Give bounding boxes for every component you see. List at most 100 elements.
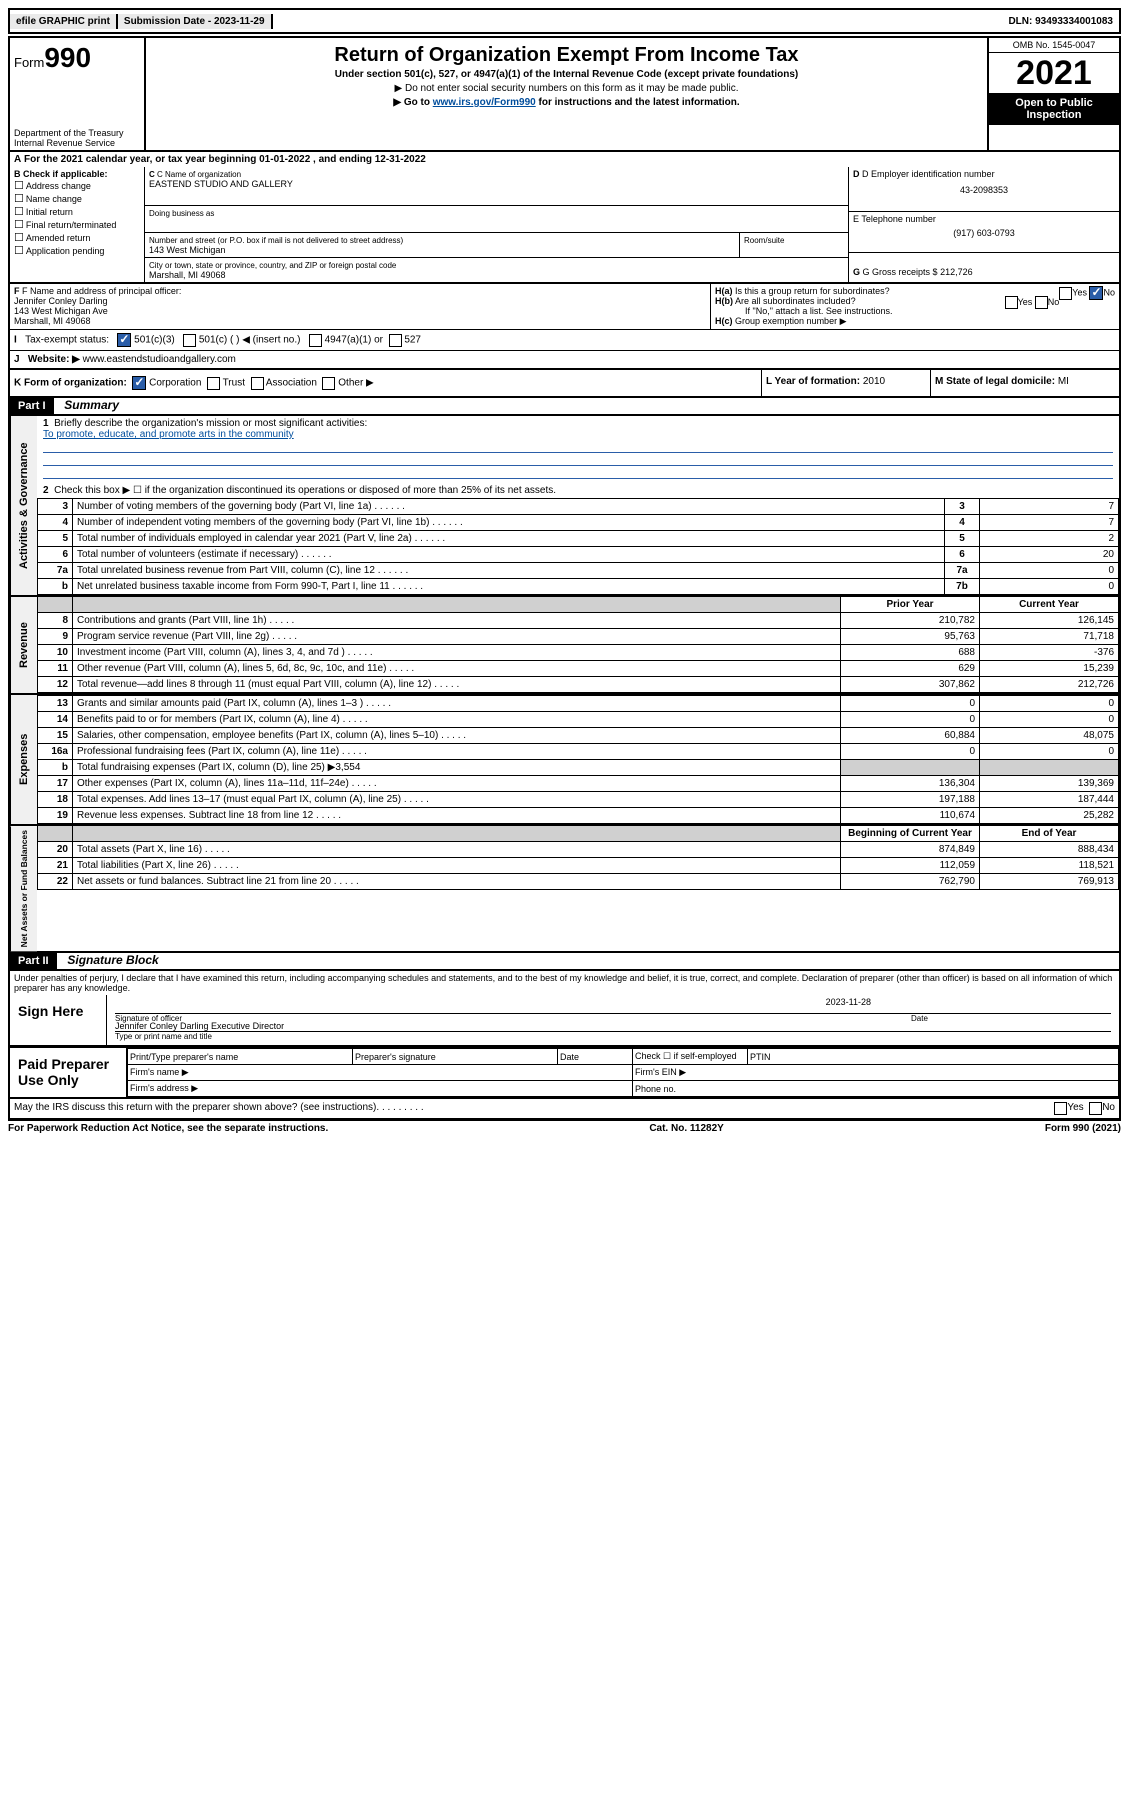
cell-c: C C Name of organization EASTEND STUDIO … <box>145 167 848 206</box>
cb-501c3 <box>117 333 131 347</box>
cell-m: M State of legal domicile: MI <box>930 370 1119 396</box>
section-fhijk: F F Name and address of principal office… <box>8 284 1121 370</box>
dba-label: Doing business as <box>149 209 214 218</box>
f-addr2: Marshall, MI 49068 <box>14 316 91 326</box>
k-o3: Association <box>266 378 317 389</box>
col-begin: Beginning of Current Year <box>841 826 980 842</box>
cell-d: D D Employer identification number 43-20… <box>849 167 1119 212</box>
d-label: D Employer identification number <box>862 169 995 179</box>
section-bg: B Check if applicable: ☐Address change ☐… <box>8 167 1121 284</box>
q1-label: Briefly describe the organization's miss… <box>54 418 367 429</box>
e-label: E Telephone number <box>853 214 936 224</box>
header-left: Form990 Department of the Treasury Inter… <box>10 38 146 150</box>
line-a: A For the 2021 calendar year, or tax yea… <box>8 152 1121 167</box>
form-header: Form990 Department of the Treasury Inter… <box>8 36 1121 152</box>
submission-cell: Submission Date - 2023-11-29 <box>118 14 273 29</box>
cell-h: H(a) Is this a group return for subordin… <box>711 284 1119 329</box>
note2-post: for instructions and the latest informat… <box>539 97 740 108</box>
ein-value: 43-2098353 <box>853 185 1115 195</box>
cell-i: I Tax-exempt status: 501(c)(3) 501(c) ( … <box>10 330 1119 350</box>
cell-j: J Website: ▶ www.eastendstudioandgallery… <box>10 350 1119 368</box>
section-klm: K Form of organization: Corporation Trus… <box>8 370 1121 398</box>
summary-row: 4Number of independent voting members of… <box>38 515 1119 531</box>
revenue-block: Revenue Prior Year Current Year 8Contrib… <box>8 597 1121 695</box>
submission-label: Submission Date <box>124 16 205 27</box>
ha-label: Is this a group return for subordinates? <box>735 286 890 296</box>
org-name: EASTEND STUDIO AND GALLERY <box>149 179 293 189</box>
pp-name-label: Print/Type preparer's name <box>128 1049 353 1065</box>
f-addr1: 143 West Michigan Ave <box>14 306 108 316</box>
summary-row: 7aTotal unrelated business revenue from … <box>38 563 1119 579</box>
form-num: 990 <box>44 42 91 73</box>
pp-date-label: Date <box>558 1049 633 1065</box>
sign-here-block: Sign Here Signature of officer Date 2023… <box>8 995 1121 1047</box>
firm-addr-label: Firm's address ▶ <box>128 1081 633 1097</box>
submission-date: 2023-11-29 <box>214 16 265 27</box>
form-subtitle: Under section 501(c), 527, or 4947(a)(1)… <box>150 69 983 80</box>
col-main: C C Name of organization EASTEND STUDIO … <box>145 167 848 282</box>
gross-value: 212,726 <box>940 267 973 277</box>
cell-addr: Number and street (or P.O. box if mail i… <box>145 233 848 258</box>
dept-info: Department of the Treasury Internal Reve… <box>14 128 124 148</box>
mission-text[interactable]: To promote, educate, and promote arts in… <box>43 429 294 440</box>
col-right: D D Employer identification number 43-20… <box>848 167 1119 282</box>
cell-f: F F Name and address of principal office… <box>10 284 711 329</box>
part2-bar: Part II Signature Block <box>8 953 1121 971</box>
f-name: Jennifer Conley Darling <box>14 296 108 306</box>
firm-name-label: Firm's name ▶ <box>128 1065 633 1081</box>
exp-table: 13Grants and similar amounts paid (Part … <box>37 695 1119 824</box>
dln-cell: DLN: 93493334001083 <box>1002 14 1119 29</box>
dln-value: 93493334001083 <box>1035 16 1113 27</box>
website-value: www.eastendstudioandgallery.com <box>83 354 236 365</box>
pp-check-label: Check ☐ if self-employed <box>633 1049 748 1065</box>
header-mid: Return of Organization Exempt From Incom… <box>146 38 987 150</box>
hb-label: Are all subordinates included? <box>735 296 856 306</box>
vert-gov: Activities & Governance <box>10 416 37 595</box>
paid-preparer-block: Paid Preparer Use Only Print/Type prepar… <box>8 1047 1121 1099</box>
opt-final: Final return/terminated <box>26 220 117 230</box>
line-a-pre: For the 2021 calendar year, or tax year … <box>24 154 259 165</box>
form-number: Form990 <box>14 42 140 74</box>
tax-year: 2021 <box>989 53 1119 93</box>
form-prefix: Form <box>14 55 44 70</box>
q2-label: Check this box ▶ ☐ if the organization d… <box>54 485 556 496</box>
form990-link[interactable]: www.irs.gov/Form990 <box>433 97 536 108</box>
vert-exp: Expenses <box>10 695 37 824</box>
opt-pending: Application pending <box>26 246 105 256</box>
summary-row: 3Number of voting members of the governi… <box>38 499 1119 515</box>
opt-amended: Amended return <box>26 233 91 243</box>
cell-city: City or town, state or province, country… <box>145 258 848 282</box>
part2-header: Part II <box>10 953 57 969</box>
k-o2: Trust <box>223 378 245 389</box>
omb-number: OMB No. 1545-0047 <box>989 38 1119 53</box>
gov-table: 3Number of voting members of the governi… <box>37 498 1119 595</box>
addr-label: Number and street (or P.O. box if mail i… <box>149 236 403 245</box>
summary-row: 21Total liabilities (Part X, line 26) . … <box>38 858 1119 874</box>
summary-row: 22Net assets or fund balances. Subtract … <box>38 874 1119 890</box>
sig-date-cell: Date <box>911 1014 1111 1023</box>
opt-initial: Initial return <box>26 207 73 217</box>
part1-bar: Part I Summary <box>8 398 1121 416</box>
irs-label: Internal Revenue Service <box>14 138 115 148</box>
netassets-block: Net Assets or Fund Balances Beginning of… <box>8 826 1121 953</box>
cell-dba: Doing business as <box>145 206 848 233</box>
city-label: City or town, state or province, country… <box>149 261 396 270</box>
sig-name-label: Type or print name and title <box>115 1032 1111 1041</box>
sig-date-label: Date <box>911 1014 928 1023</box>
m-label: M State of legal domicile: <box>935 376 1055 387</box>
summary-row: 18Total expenses. Add lines 13–17 (must … <box>38 792 1119 808</box>
form-note-1: ▶ Do not enter social security numbers o… <box>150 83 983 94</box>
dept-label: Department of the Treasury <box>14 128 124 138</box>
pp-ptin-label: PTIN <box>748 1049 1119 1065</box>
cell-l: L Year of formation: 2010 <box>761 370 930 396</box>
l-value: 2010 <box>863 376 885 387</box>
j-label: Website: ▶ <box>28 354 80 365</box>
note2-pre: ▶ Go to <box>393 97 432 108</box>
paid-label: Paid Preparer Use Only <box>10 1048 127 1097</box>
opt-address: Address change <box>26 181 91 191</box>
k-o4: Other ▶ <box>338 378 373 389</box>
discuss-row: May the IRS discuss this return with the… <box>8 1099 1121 1120</box>
part2-title: Signature Block <box>59 953 158 967</box>
opt-name: Name change <box>26 194 82 204</box>
footer-left: For Paperwork Reduction Act Notice, see … <box>8 1123 328 1134</box>
